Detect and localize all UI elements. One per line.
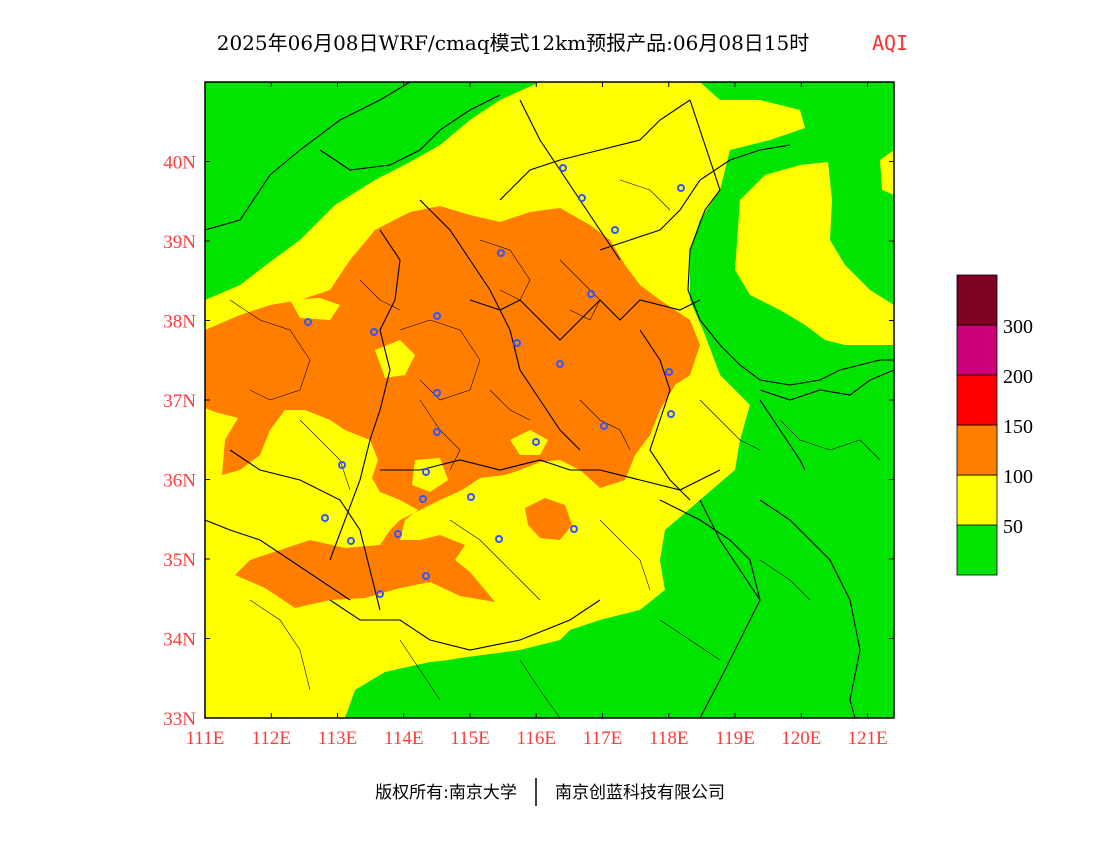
coastline [687, 99, 894, 601]
x-tick-label: 121E [847, 728, 887, 749]
map-title: 2025年06月08日WRF/cmaq模式12km预报产品:06月08日15时 [217, 31, 810, 55]
y-tick-label: 36N [163, 471, 196, 492]
map-area [205, 82, 894, 718]
city-station-marker [433, 428, 441, 436]
legend-label: 150 [1003, 416, 1033, 438]
y-tick-label: 40N [163, 153, 196, 174]
copyright-text: 版权所有:南京大学 [375, 783, 517, 803]
legend-swatch [956, 524, 998, 576]
city-station-marker [338, 461, 346, 469]
legend-swatch [956, 274, 998, 326]
city-station-marker [370, 328, 378, 336]
city-station-marker [422, 468, 430, 476]
x-tick-label: 116E [517, 728, 556, 749]
x-tick-label: 113E [318, 728, 357, 749]
city-station-marker [532, 438, 540, 446]
y-tick-label: 37N [163, 391, 196, 412]
y-tick-label: 35N [163, 550, 196, 571]
x-tick-label: 115E [450, 728, 489, 749]
city-station-marker [513, 339, 521, 347]
x-tick-label: 119E [715, 728, 754, 749]
city-station-marker [433, 389, 441, 397]
x-tick-label: 112E [252, 728, 291, 749]
city-station-marker [559, 164, 567, 172]
aqi-good-region-west [205, 82, 470, 282]
city-station-markers [304, 164, 685, 598]
x-tick-label: 114E [384, 728, 423, 749]
city-station-marker [495, 535, 503, 543]
y-tick-label: 33N [163, 709, 196, 730]
aqi-moderate-hole-3 [510, 430, 548, 455]
y-tick-label: 39N [163, 232, 196, 253]
city-station-marker [497, 249, 505, 257]
y-tick-label: 34N [163, 630, 196, 651]
city-station-marker [667, 410, 675, 418]
city-station-marker [347, 537, 355, 545]
legend-swatch [956, 324, 998, 376]
city-station-marker [570, 525, 578, 533]
axis-ticks: 111E 112E 113E 114E 115E 116E 117E 118E 119E 120E… [163, 82, 894, 749]
city-station-marker [304, 318, 312, 326]
x-tick-label: 118E [649, 728, 688, 749]
city-station-marker [578, 194, 586, 202]
aqi-legend: 50 100 150 200 300 [956, 274, 1033, 576]
city-station-marker [467, 493, 475, 501]
legend-label: 50 [1003, 516, 1023, 538]
city-station-marker [611, 226, 619, 234]
company-text: 南京创蓝科技有限公司 [555, 783, 725, 803]
city-station-marker [665, 368, 673, 376]
aqi-moderate-hole-1 [265, 412, 350, 495]
aqi-moderate-hole-5 [290, 298, 340, 320]
x-tick-label: 111E [186, 728, 225, 749]
city-station-marker [422, 572, 430, 580]
city-station-marker [677, 184, 685, 192]
legend-swatch [956, 374, 998, 426]
city-station-marker [321, 514, 329, 522]
city-station-marker [556, 360, 564, 368]
city-station-marker [600, 422, 608, 430]
aqi-moderate-hole-4 [412, 458, 448, 492]
product-label: AQI [872, 31, 908, 55]
aqi-moderate-region-north [400, 125, 480, 195]
aqi-moderate-region-sea [735, 162, 894, 345]
aqi-good-region-south [345, 380, 894, 718]
county-borders [229, 179, 881, 718]
city-station-marker [419, 495, 427, 503]
legend-swatch [956, 424, 998, 476]
y-tick-label: 38N [163, 312, 196, 333]
legend-label: 200 [1003, 366, 1033, 388]
city-station-marker [433, 312, 441, 320]
aqi-usg-spot [525, 498, 572, 540]
legend-label: 100 [1003, 466, 1033, 488]
x-tick-label: 120E [781, 728, 821, 749]
city-station-marker [394, 530, 402, 538]
legend-swatch [956, 474, 998, 526]
city-station-marker [376, 590, 384, 598]
legend-label: 300 [1003, 316, 1033, 338]
x-tick-label: 117E [583, 728, 622, 749]
city-station-marker [587, 290, 595, 298]
province-borders [205, 82, 894, 718]
